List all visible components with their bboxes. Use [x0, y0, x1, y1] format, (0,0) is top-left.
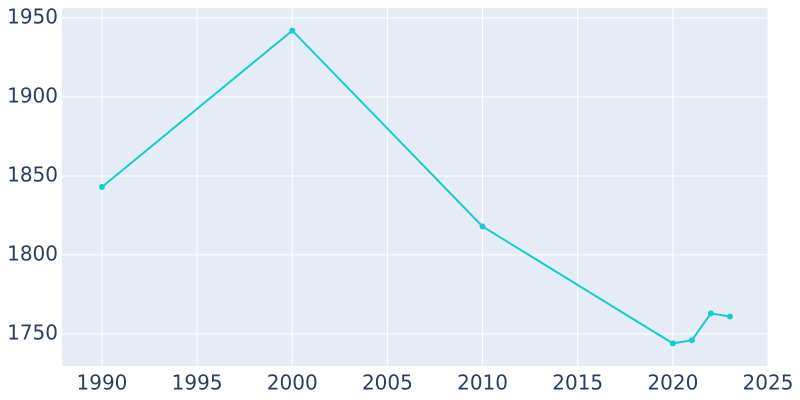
point — [726, 313, 733, 320]
point — [707, 310, 714, 317]
x-tick-label: 2025 — [743, 371, 794, 395]
y-tick-label: 1750 — [7, 320, 58, 344]
point — [669, 340, 676, 347]
point — [289, 27, 296, 34]
y-tick-label: 1950 — [7, 4, 58, 28]
point — [98, 184, 105, 190]
x-tick-label: 1990 — [77, 371, 128, 395]
y-tick-label: 1850 — [7, 162, 58, 186]
plot-area — [62, 8, 768, 366]
x-tick-label: 2020 — [647, 371, 698, 395]
x-tick-label: 1995 — [172, 371, 223, 395]
point — [688, 337, 695, 344]
x-tick-label: 2010 — [457, 371, 508, 395]
x-tick-label: 2005 — [362, 371, 413, 395]
x-tick-label: 2015 — [552, 371, 603, 395]
y-tick-label: 1800 — [7, 241, 58, 265]
y-tick-label: 1900 — [7, 83, 58, 107]
point — [479, 223, 486, 230]
x-tick-label: 2000 — [267, 371, 318, 395]
